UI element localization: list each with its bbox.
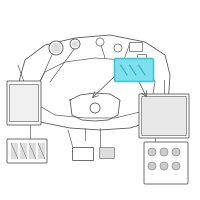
Circle shape: [172, 162, 180, 170]
Circle shape: [70, 39, 80, 49]
Circle shape: [148, 148, 156, 156]
FancyBboxPatch shape: [130, 43, 142, 51]
FancyBboxPatch shape: [72, 148, 94, 160]
FancyBboxPatch shape: [7, 81, 41, 125]
FancyBboxPatch shape: [138, 54, 146, 62]
Bar: [29, 143, 36, 159]
Circle shape: [160, 148, 168, 156]
Circle shape: [51, 43, 61, 53]
Circle shape: [114, 44, 122, 52]
FancyBboxPatch shape: [142, 97, 186, 136]
Circle shape: [160, 162, 168, 170]
FancyBboxPatch shape: [100, 148, 114, 158]
Circle shape: [148, 162, 156, 170]
FancyBboxPatch shape: [139, 94, 189, 138]
FancyBboxPatch shape: [144, 142, 188, 184]
Circle shape: [49, 41, 63, 55]
FancyBboxPatch shape: [114, 58, 154, 82]
Circle shape: [172, 148, 180, 156]
FancyBboxPatch shape: [7, 139, 47, 163]
Bar: [20, 143, 27, 159]
Bar: [11, 143, 18, 159]
Circle shape: [96, 38, 104, 46]
Circle shape: [72, 41, 78, 47]
Bar: [38, 143, 45, 159]
FancyBboxPatch shape: [10, 84, 38, 121]
